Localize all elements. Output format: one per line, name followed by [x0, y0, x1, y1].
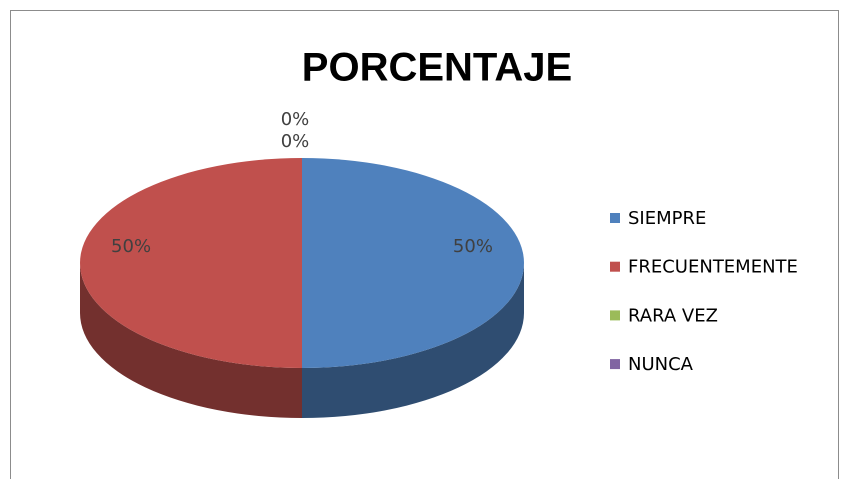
legend-label: NUNCA — [628, 354, 694, 375]
data-label: 50% — [111, 236, 151, 257]
pie-slice — [80, 158, 302, 368]
chart-title: PORCENTAJE — [302, 46, 572, 90]
legend-swatch — [610, 359, 620, 370]
legend-swatch — [610, 310, 620, 321]
legend-swatch — [610, 213, 620, 223]
legend-label: FRECUENTEMENTE — [628, 257, 798, 278]
data-label: 50% — [453, 236, 493, 257]
pie-slice-side — [302, 263, 524, 418]
data-label: 0% — [281, 131, 310, 152]
data-label: 0% — [281, 109, 310, 130]
legend-swatch — [610, 261, 620, 272]
pie-slice-side — [80, 263, 302, 418]
pie-slice — [302, 158, 524, 368]
legend-label: SIEMPRE — [628, 208, 706, 229]
legend-label: RARA VEZ — [628, 305, 718, 326]
